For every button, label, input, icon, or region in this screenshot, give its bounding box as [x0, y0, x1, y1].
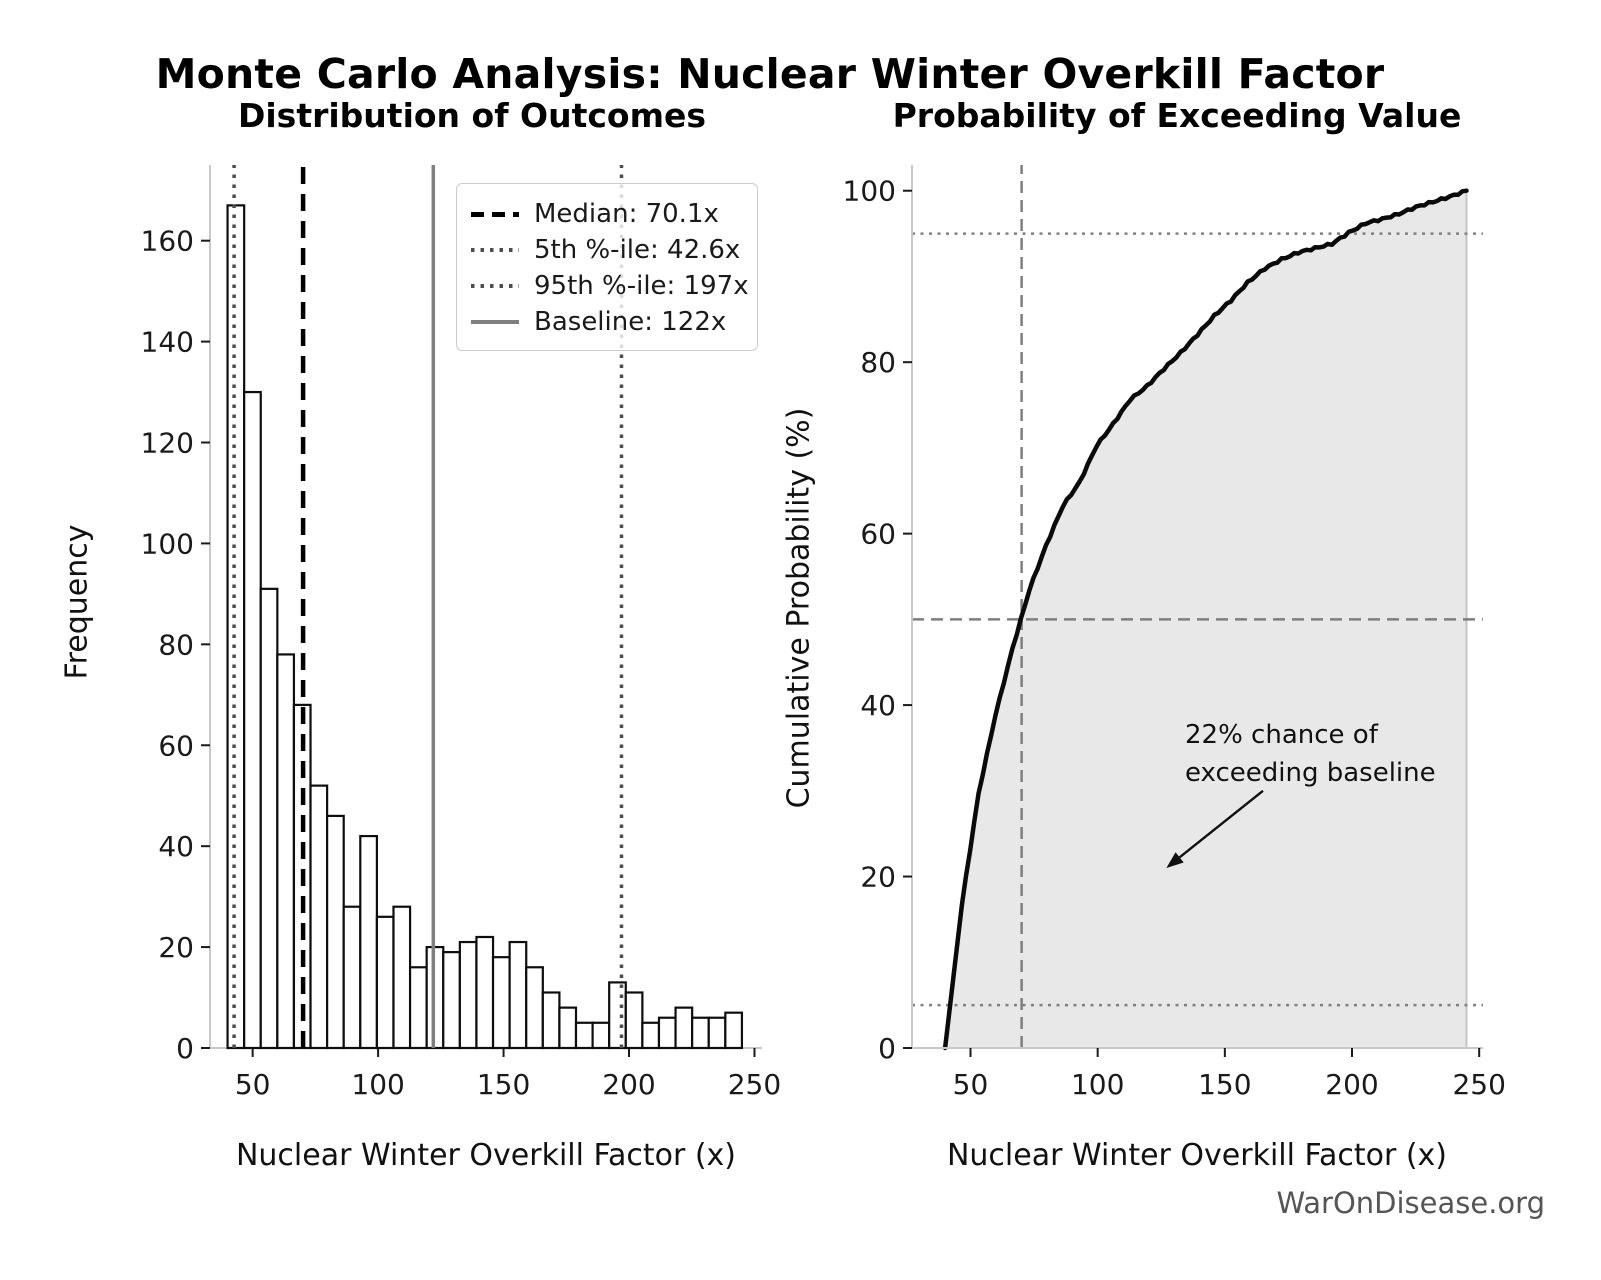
- legend: Median: 70.1x 5th %-ile: 42.6x 95th %-il…: [456, 183, 758, 351]
- annotation-arrow-shaft: [1178, 789, 1264, 859]
- histogram-bar: [408, 966, 428, 1050]
- histogram-bar: [342, 905, 362, 1050]
- histogram-bar: [243, 390, 262, 1050]
- watermark: WarOnDisease.org: [1276, 1186, 1545, 1220]
- histogram-bar: [525, 966, 544, 1050]
- histogram-bar: [326, 814, 345, 1050]
- y-tick-label: 0: [176, 1032, 194, 1065]
- annotation-line-2: exceeding baseline: [1185, 758, 1436, 788]
- histogram-bar: [276, 653, 296, 1050]
- legend-label-median: Median: 70.1x: [534, 199, 719, 229]
- histogram-bar: [359, 834, 378, 1050]
- y-tick-label: 100: [843, 175, 896, 208]
- y-tick-label: 100: [141, 527, 194, 560]
- left-subplot-title: Distribution of Outcomes: [237, 96, 707, 135]
- y-tick-label: 80: [158, 628, 194, 661]
- annotation-arrow-head: [1166, 852, 1184, 868]
- median-line-sample: [471, 211, 519, 217]
- right-subplot-title: Probability of Exceeding Value: [892, 96, 1462, 135]
- y-tick-label: 160: [141, 225, 194, 258]
- histogram-bar: [309, 784, 329, 1050]
- p95-line-sample: [471, 284, 519, 288]
- legend-row-median: Median: 70.1x: [471, 196, 743, 232]
- histogram-bar: [491, 956, 511, 1050]
- histogram-bar: [707, 1016, 727, 1050]
- p5-line-sample: [471, 248, 519, 252]
- histogram-bar: [691, 1016, 710, 1050]
- right-x-axis-label: Nuclear Winter Overkill Factor (x): [946, 1138, 1448, 1173]
- y-tick-label: 60: [158, 729, 194, 762]
- histogram-bar: [541, 991, 561, 1050]
- histogram-bar: [657, 1016, 677, 1050]
- annotation-line-1: 22% chance of: [1185, 720, 1378, 750]
- histogram-bar: [226, 204, 246, 1050]
- legend-row-p5: 5th %-ile: 42.6x: [471, 232, 743, 268]
- histogram-bar: [724, 1011, 744, 1050]
- y-tick-label: 140: [141, 326, 194, 359]
- histogram-bar: [674, 1006, 694, 1050]
- y-tick-label: 20: [158, 931, 194, 964]
- y-tick-label: 20: [860, 861, 896, 894]
- histogram-bar: [392, 905, 412, 1050]
- legend-row-baseline: Baseline: 122x: [471, 304, 743, 340]
- y-tick-label: 60: [860, 518, 896, 551]
- legend-label-baseline: Baseline: 122x: [534, 307, 727, 337]
- y-tick-label: 0: [878, 1032, 896, 1065]
- figure-title: Monte Carlo Analysis: Nuclear Winter Ove…: [155, 50, 1385, 98]
- y-tick-label: 40: [860, 689, 896, 722]
- histogram-bar: [591, 1021, 611, 1050]
- x-tick-label: 100: [351, 1068, 404, 1101]
- x-tick-label: 100: [1071, 1068, 1124, 1101]
- x-tick-label: 200: [1325, 1068, 1378, 1101]
- x-tick-label: 50: [953, 1068, 989, 1101]
- legend-label-p95: 95th %-ile: 197x: [534, 271, 749, 301]
- x-tick-label: 200: [602, 1068, 655, 1101]
- x-tick-label: 250: [1452, 1068, 1505, 1101]
- histogram-bar: [624, 991, 644, 1050]
- histogram-bar: [458, 940, 478, 1050]
- x-tick-label: 250: [728, 1068, 781, 1101]
- annotation-exceed-baseline: 22% chance of exceeding baseline: [1185, 716, 1436, 792]
- x-tick-label: 150: [477, 1068, 530, 1101]
- histogram-bar: [442, 951, 461, 1050]
- histogram-bar: [259, 587, 279, 1050]
- legend-row-p95: 95th %-ile: 197x: [471, 268, 749, 304]
- y-tick-label: 80: [860, 346, 896, 379]
- histogram-bar: [475, 935, 495, 1050]
- y-tick-label: 40: [158, 830, 194, 863]
- histogram-bar: [375, 915, 395, 1050]
- histogram-bar: [508, 940, 528, 1050]
- left-x-axis-label: Nuclear Winter Overkill Factor (x): [235, 1138, 737, 1173]
- baseline-line-sample: [471, 320, 519, 324]
- histogram-bar: [558, 1006, 578, 1050]
- legend-label-p5: 5th %-ile: 42.6x: [534, 235, 741, 265]
- left-y-axis-label: Frequency: [59, 524, 95, 680]
- histogram-bar: [608, 981, 627, 1050]
- right-y-axis-label: Cumulative Probability (%): [781, 407, 817, 809]
- x-tick-label: 50: [235, 1068, 271, 1101]
- histogram-bar: [641, 1021, 661, 1050]
- cdf-curve: [942, 188, 1469, 1051]
- histogram-bar: [574, 1021, 594, 1050]
- x-tick-label: 150: [1198, 1068, 1251, 1101]
- y-tick-label: 120: [141, 427, 194, 460]
